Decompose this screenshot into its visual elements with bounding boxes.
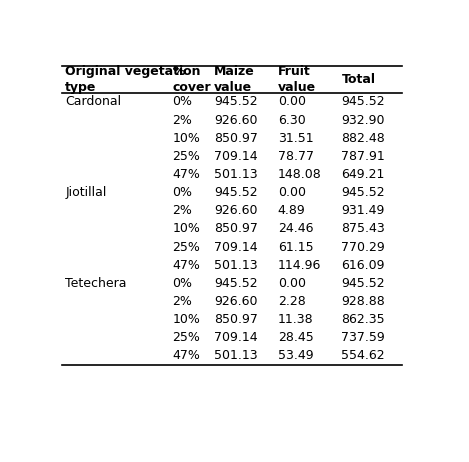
Text: 61.15: 61.15 [278, 241, 313, 254]
Text: 148.08: 148.08 [278, 168, 322, 181]
Text: Fruit
value: Fruit value [278, 65, 316, 94]
Text: 114.96: 114.96 [278, 259, 321, 272]
Text: 0%: 0% [173, 277, 192, 290]
Text: 501.13: 501.13 [214, 168, 258, 181]
Text: 2.28: 2.28 [278, 295, 305, 308]
Text: 616.09: 616.09 [341, 259, 385, 272]
Text: 53.49: 53.49 [278, 349, 313, 362]
Text: 0%: 0% [173, 95, 192, 109]
Text: 875.43: 875.43 [341, 222, 385, 235]
Text: 709.14: 709.14 [214, 331, 258, 344]
Text: 862.35: 862.35 [341, 313, 385, 326]
Text: 25%: 25% [173, 331, 200, 344]
Text: 4.89: 4.89 [278, 204, 305, 217]
Text: 2%: 2% [173, 295, 192, 308]
Text: 770.29: 770.29 [341, 241, 385, 254]
Text: 47%: 47% [173, 259, 200, 272]
Text: 945.52: 945.52 [214, 186, 258, 199]
Text: 926.60: 926.60 [214, 114, 257, 127]
Text: 926.60: 926.60 [214, 295, 257, 308]
Text: 10%: 10% [173, 313, 200, 326]
Text: 945.52: 945.52 [341, 277, 385, 290]
Text: 649.21: 649.21 [341, 168, 385, 181]
Text: Total: Total [341, 73, 375, 86]
Text: 78.77: 78.77 [278, 150, 314, 163]
Text: 2%: 2% [173, 204, 192, 217]
Text: 6.30: 6.30 [278, 114, 305, 127]
Text: 928.88: 928.88 [341, 295, 385, 308]
Text: Cardonal: Cardonal [65, 95, 121, 109]
Text: Tetechera: Tetechera [65, 277, 127, 290]
Text: 882.48: 882.48 [341, 132, 385, 145]
Text: 501.13: 501.13 [214, 259, 258, 272]
Text: 25%: 25% [173, 150, 200, 163]
Text: Jiotillal: Jiotillal [65, 186, 106, 199]
Text: 932.90: 932.90 [341, 114, 385, 127]
Text: 709.14: 709.14 [214, 150, 258, 163]
Text: 47%: 47% [173, 349, 200, 362]
Text: 501.13: 501.13 [214, 349, 258, 362]
Text: 0%: 0% [173, 186, 192, 199]
Text: %
cover: % cover [173, 65, 211, 94]
Text: 787.91: 787.91 [341, 150, 385, 163]
Text: 0.00: 0.00 [278, 277, 306, 290]
Text: 709.14: 709.14 [214, 241, 258, 254]
Text: 945.52: 945.52 [341, 186, 385, 199]
Text: 47%: 47% [173, 168, 200, 181]
Text: 850.97: 850.97 [214, 132, 258, 145]
Text: 10%: 10% [173, 222, 200, 235]
Text: 931.49: 931.49 [341, 204, 385, 217]
Text: 25%: 25% [173, 241, 200, 254]
Text: 0.00: 0.00 [278, 95, 306, 109]
Text: 737.59: 737.59 [341, 331, 385, 344]
Text: 28.45: 28.45 [278, 331, 314, 344]
Text: 945.52: 945.52 [214, 277, 258, 290]
Text: 2%: 2% [173, 114, 192, 127]
Text: Original vegetation
type: Original vegetation type [65, 65, 201, 94]
Text: 926.60: 926.60 [214, 204, 257, 217]
Text: 11.38: 11.38 [278, 313, 313, 326]
Text: 0.00: 0.00 [278, 186, 306, 199]
Text: 24.46: 24.46 [278, 222, 313, 235]
Text: 554.62: 554.62 [341, 349, 385, 362]
Text: 850.97: 850.97 [214, 222, 258, 235]
Text: 10%: 10% [173, 132, 200, 145]
Text: Maize
value: Maize value [214, 65, 255, 94]
Text: 850.97: 850.97 [214, 313, 258, 326]
Text: 945.52: 945.52 [341, 95, 385, 109]
Text: 31.51: 31.51 [278, 132, 313, 145]
Text: 945.52: 945.52 [214, 95, 258, 109]
